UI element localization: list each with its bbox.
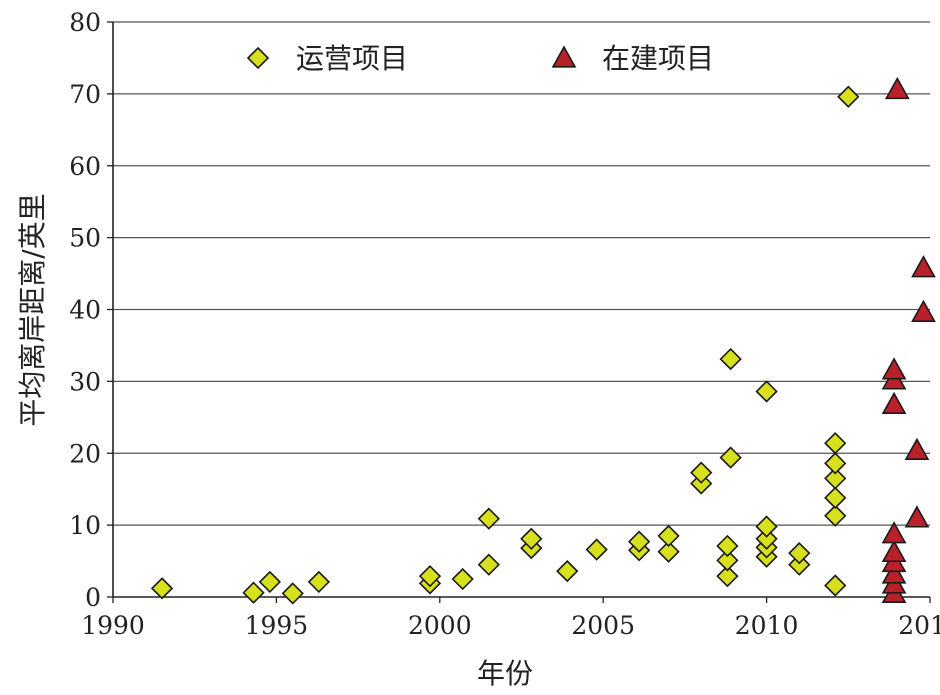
- construction-point-5: [881, 521, 907, 544]
- x-axis-title: 年份: [477, 657, 533, 690]
- construction-point-13: [911, 255, 936, 278]
- legend-label-0: 运营项目: [296, 42, 408, 75]
- y-axis-title: 平均离岸距离/英里: [16, 193, 49, 426]
- construction-point-12: [911, 299, 936, 322]
- operating-point-16: [657, 540, 680, 563]
- operating-point-17: [657, 524, 680, 548]
- x-tick-labels: 1990 1995 2000 2005 2010 2015: [81, 611, 940, 640]
- operating-point-38: [837, 85, 860, 108]
- operating-point-30: [788, 553, 811, 576]
- operating-point-23: [719, 446, 742, 469]
- operating-point-0: [150, 577, 174, 600]
- construction-point-9: [884, 76, 910, 100]
- operating-point-24: [719, 347, 742, 371]
- legend-label-1: 在建项目: [602, 42, 714, 75]
- x-tick-label-2000: 2000: [408, 611, 472, 640]
- y-tick-label-60: 60: [69, 152, 101, 181]
- construction-point-4: [881, 539, 907, 563]
- y-tick-label-0: 0: [85, 583, 101, 612]
- construction-point-6: [881, 391, 907, 414]
- legend-marker-0: [246, 46, 270, 70]
- operating-point-6: [418, 565, 442, 588]
- x-tick-label-2005: 2005: [571, 611, 635, 640]
- operating-point-36: [824, 452, 847, 475]
- construction-point-2: [881, 561, 907, 584]
- operating-point-12: [556, 559, 579, 583]
- x-tick-label-2015: 2015: [898, 611, 940, 640]
- data-points: [150, 76, 936, 605]
- construction-point-11: [904, 437, 930, 460]
- y-tick-label-80: 80: [69, 8, 101, 37]
- operating-point-7: [451, 567, 474, 591]
- construction-point-8: [881, 357, 907, 380]
- legend: 运营项目 在建项目: [246, 42, 714, 75]
- operating-point-35: [824, 467, 847, 490]
- operating-point-22: [716, 534, 739, 558]
- operating-point-8: [477, 553, 500, 576]
- x-tick-label-1990: 1990: [81, 611, 145, 640]
- y-tick-label-40: 40: [69, 296, 101, 325]
- operating-point-2: [258, 570, 281, 594]
- operating-point-3: [281, 582, 304, 605]
- y-tick-label-10: 10: [69, 511, 101, 540]
- operating-point-37: [824, 432, 847, 455]
- operating-point-4: [307, 570, 331, 594]
- y-tick-labels: 0 10 20 30 40 50 60 70 80: [69, 8, 101, 612]
- x-tick-label-1995: 1995: [245, 611, 309, 640]
- operating-point-27: [755, 527, 778, 550]
- y-tick-label-30: 30: [69, 367, 101, 396]
- operating-point-31: [788, 542, 811, 565]
- axes: [107, 21, 931, 603]
- x-tick-label-2010: 2010: [735, 611, 799, 640]
- operating-point-32: [824, 574, 847, 597]
- operating-point-1: [242, 581, 265, 604]
- operating-point-9: [477, 507, 500, 530]
- operating-point-11: [520, 527, 543, 550]
- construction-point-10: [904, 505, 930, 528]
- operating-point-13: [585, 538, 608, 561]
- operating-point-33: [824, 504, 847, 527]
- operating-point-20: [716, 565, 739, 588]
- operating-point-28: [755, 515, 778, 538]
- operating-point-21: [716, 549, 739, 572]
- gridlines: [113, 21, 930, 526]
- operating-point-29: [755, 380, 778, 403]
- operating-point-15: [628, 530, 651, 553]
- operating-point-19: [690, 461, 713, 484]
- operating-point-34: [824, 486, 847, 509]
- legend-marker-1: [551, 45, 577, 68]
- y-tick-label-70: 70: [69, 80, 101, 109]
- y-tick-label-20: 20: [69, 439, 101, 468]
- y-tick-label-50: 50: [69, 224, 101, 253]
